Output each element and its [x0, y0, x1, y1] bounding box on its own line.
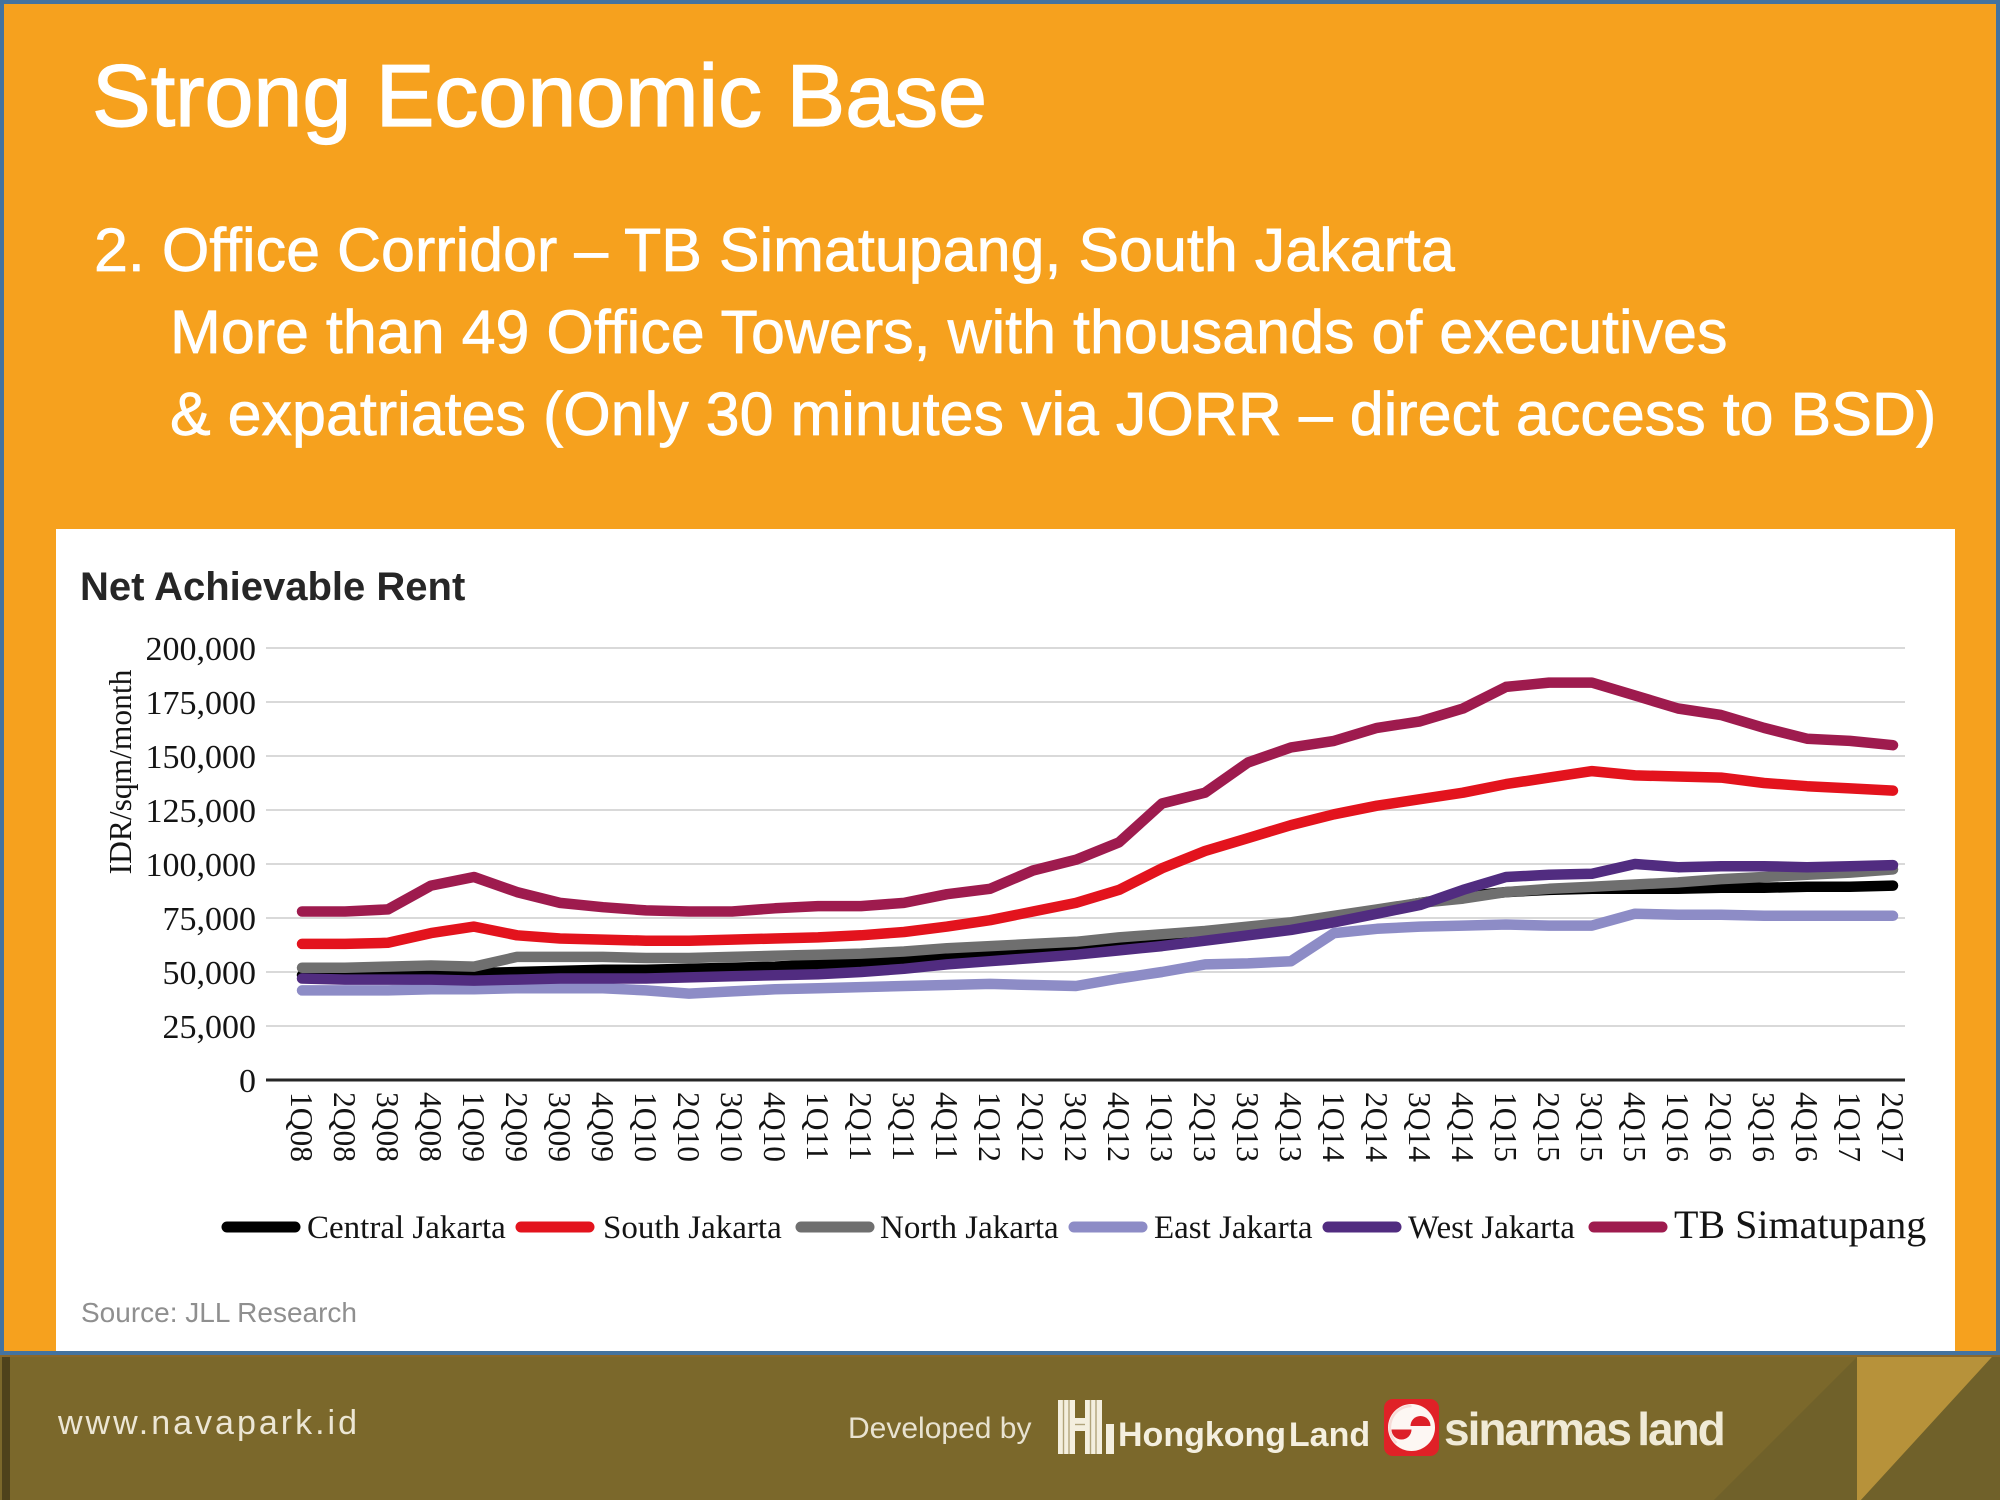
svg-text:1Q16: 1Q16	[1660, 1092, 1695, 1162]
svg-text:4Q08: 4Q08	[413, 1092, 448, 1162]
svg-text:4Q12: 4Q12	[1101, 1092, 1136, 1162]
svg-text:4Q15: 4Q15	[1617, 1092, 1652, 1162]
svg-text:2Q08: 2Q08	[327, 1092, 362, 1162]
svg-text:4Q13: 4Q13	[1273, 1092, 1308, 1162]
svg-text:2Q16: 2Q16	[1703, 1092, 1738, 1162]
svg-text:2Q14: 2Q14	[1359, 1092, 1394, 1162]
svg-text:1Q15: 1Q15	[1488, 1092, 1523, 1162]
svg-text:3Q16: 3Q16	[1746, 1092, 1781, 1162]
svg-text:2Q12: 2Q12	[1015, 1092, 1050, 1162]
svg-text:2Q13: 2Q13	[1187, 1092, 1222, 1162]
svg-text:South Jakarta: South Jakarta	[603, 1210, 782, 1246]
svg-text:3Q09: 3Q09	[542, 1092, 577, 1162]
svg-text:1Q14: 1Q14	[1316, 1092, 1351, 1162]
svg-text:4Q16: 4Q16	[1789, 1092, 1824, 1162]
svg-text:1Q09: 1Q09	[456, 1092, 491, 1162]
svg-text:TB Simatupang: TB Simatupang	[1674, 1202, 1926, 1247]
svg-text:3Q12: 3Q12	[1058, 1092, 1093, 1162]
svg-text:4Q10: 4Q10	[757, 1092, 792, 1162]
svg-text:75,000: 75,000	[163, 901, 257, 938]
svg-text:3Q11: 3Q11	[886, 1092, 921, 1161]
svg-text:North Jakarta: North Jakarta	[880, 1210, 1059, 1246]
svg-text:200,000: 200,000	[146, 631, 257, 668]
svg-text:2Q10: 2Q10	[671, 1092, 706, 1162]
svg-text:West Jakarta: West Jakarta	[1408, 1210, 1575, 1246]
svg-text:4Q14: 4Q14	[1445, 1092, 1480, 1162]
svg-text:1Q08: 1Q08	[284, 1092, 319, 1162]
svg-text:3Q15: 3Q15	[1574, 1092, 1609, 1162]
svg-text:2Q11: 2Q11	[843, 1092, 878, 1161]
svg-text:3Q10: 3Q10	[714, 1092, 749, 1162]
svg-text:1Q11: 1Q11	[800, 1092, 835, 1161]
svg-text:4Q11: 4Q11	[929, 1092, 964, 1161]
svg-text:1Q10: 1Q10	[628, 1092, 663, 1162]
svg-text:2Q17: 2Q17	[1875, 1092, 1910, 1162]
svg-text:1Q12: 1Q12	[972, 1092, 1007, 1162]
svg-text:50,000: 50,000	[163, 955, 257, 992]
svg-text:IDR/sqm/month: IDR/sqm/month	[103, 669, 138, 874]
svg-text:1Q17: 1Q17	[1832, 1092, 1867, 1162]
svg-text:125,000: 125,000	[146, 793, 257, 830]
svg-text:25,000: 25,000	[163, 1009, 257, 1046]
svg-text:3Q14: 3Q14	[1402, 1092, 1437, 1162]
svg-text:2Q15: 2Q15	[1531, 1092, 1566, 1162]
svg-text:3Q08: 3Q08	[370, 1092, 405, 1162]
svg-text:4Q09: 4Q09	[585, 1092, 620, 1162]
svg-text:1Q13: 1Q13	[1144, 1092, 1179, 1162]
svg-text:0: 0	[239, 1063, 256, 1100]
svg-text:150,000: 150,000	[146, 739, 257, 776]
svg-text:Central Jakarta: Central Jakarta	[307, 1210, 506, 1246]
svg-text:2Q09: 2Q09	[499, 1092, 534, 1162]
svg-text:100,000: 100,000	[146, 847, 257, 884]
svg-text:175,000: 175,000	[146, 685, 257, 722]
svg-text:3Q13: 3Q13	[1230, 1092, 1265, 1162]
svg-text:East Jakarta: East Jakarta	[1154, 1210, 1313, 1246]
